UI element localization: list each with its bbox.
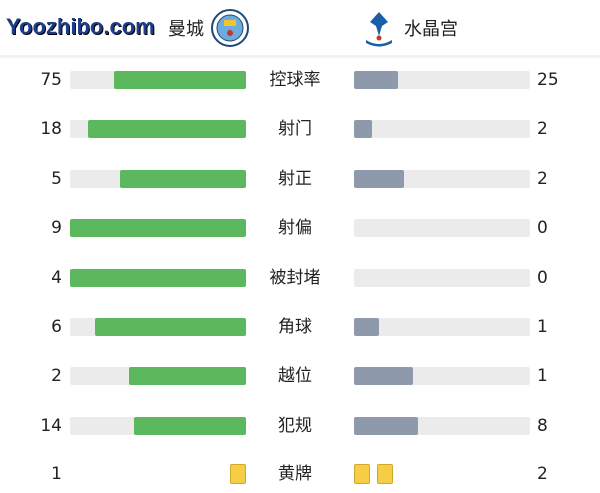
home-value: 14 bbox=[40, 415, 62, 436]
away-bar-track bbox=[354, 268, 530, 287]
home-bar-fill bbox=[87, 120, 246, 139]
away-bar-track bbox=[354, 71, 530, 89]
away-value: 0 bbox=[537, 218, 548, 239]
home-value: 18 bbox=[40, 119, 62, 140]
stat-row: 9 射偏 0 bbox=[0, 218, 600, 238]
away-bar-fill bbox=[354, 318, 380, 336]
away-value: 1 bbox=[537, 317, 548, 337]
away-team-name: 水晶宫 bbox=[404, 19, 458, 40]
home-value: 4 bbox=[51, 267, 62, 288]
home-bar-track bbox=[70, 71, 246, 89]
stat-label: 被封堵 bbox=[269, 267, 321, 288]
stat-row: 4 被封堵 0 bbox=[0, 268, 600, 288]
away-bar-fill bbox=[354, 120, 372, 139]
stat-label: 射正 bbox=[278, 168, 312, 189]
home-bar-track bbox=[70, 219, 246, 238]
away-bar-fill bbox=[354, 71, 398, 89]
home-yellow-cards: 1 bbox=[51, 464, 62, 484]
manchester-city-logo-icon bbox=[211, 9, 249, 47]
stat-row: 5 射正 2 bbox=[0, 169, 600, 189]
home-team[interactable]: 曼城 bbox=[168, 8, 250, 48]
home-bar-fill bbox=[95, 318, 246, 336]
stat-label: 射门 bbox=[278, 119, 312, 140]
away-value: 8 bbox=[537, 415, 548, 436]
stat-row: 6 角球 1 bbox=[0, 317, 600, 337]
yellow-card-icon bbox=[354, 464, 370, 484]
home-bar-track bbox=[70, 268, 246, 287]
watermark: Yoozhibo.com bbox=[6, 14, 155, 39]
stat-row: 14 犯规 8 bbox=[0, 416, 600, 436]
match-header: 曼城 水晶宫 bbox=[0, 0, 600, 58]
home-bar-fill bbox=[70, 219, 246, 238]
home-bar-track bbox=[70, 169, 246, 188]
home-bar-fill bbox=[70, 268, 246, 287]
home-value: 6 bbox=[51, 317, 62, 337]
away-bar-track bbox=[354, 416, 530, 435]
home-value: 2 bbox=[51, 366, 62, 387]
home-bar-track bbox=[70, 367, 246, 386]
away-value: 0 bbox=[537, 267, 548, 288]
yellow-card-icon bbox=[230, 464, 246, 484]
away-value: 2 bbox=[537, 168, 548, 189]
stat-label: 越位 bbox=[278, 366, 312, 387]
crystal-palace-logo-icon bbox=[366, 12, 392, 47]
home-bar-fill bbox=[128, 367, 246, 386]
stat-row: 2 越位 1 bbox=[0, 366, 600, 386]
stat-label: 角球 bbox=[278, 317, 312, 337]
away-bar-track bbox=[354, 318, 530, 336]
home-value: 5 bbox=[51, 168, 62, 189]
home-bar-fill bbox=[120, 169, 246, 188]
stat-label: 控球率 bbox=[269, 70, 321, 90]
home-bar-track bbox=[70, 318, 246, 336]
away-bar-track bbox=[354, 219, 530, 238]
home-value: 75 bbox=[40, 70, 62, 90]
away-bar-track bbox=[354, 169, 530, 188]
stat-row-yellow-cards: 1 黄牌 2 bbox=[0, 464, 600, 484]
away-bar-fill bbox=[354, 169, 405, 188]
stat-label: 犯规 bbox=[278, 415, 312, 436]
stat-row: 18 射门 2 bbox=[0, 119, 600, 139]
away-bar-fill bbox=[354, 416, 418, 435]
stat-label: 射偏 bbox=[278, 218, 312, 239]
away-bar-track bbox=[354, 367, 530, 386]
home-team-name: 曼城 bbox=[168, 19, 204, 40]
away-value: 25 bbox=[537, 70, 559, 90]
away-bar-track bbox=[354, 120, 530, 139]
away-yellow-cards: 2 bbox=[537, 464, 548, 484]
away-team[interactable]: 水晶宫 bbox=[362, 8, 458, 48]
away-value: 1 bbox=[537, 366, 548, 387]
home-bar-fill bbox=[134, 416, 246, 435]
home-value: 9 bbox=[51, 218, 62, 239]
home-bar-track bbox=[70, 416, 246, 435]
stat-row: 75 控球率 25 bbox=[0, 70, 600, 90]
home-bar-track bbox=[70, 120, 246, 139]
away-value: 2 bbox=[537, 119, 548, 140]
yellow-card-icon bbox=[377, 464, 393, 484]
stat-label: 黄牌 bbox=[278, 464, 312, 484]
home-bar-fill bbox=[114, 71, 246, 89]
away-bar-fill bbox=[354, 367, 413, 386]
